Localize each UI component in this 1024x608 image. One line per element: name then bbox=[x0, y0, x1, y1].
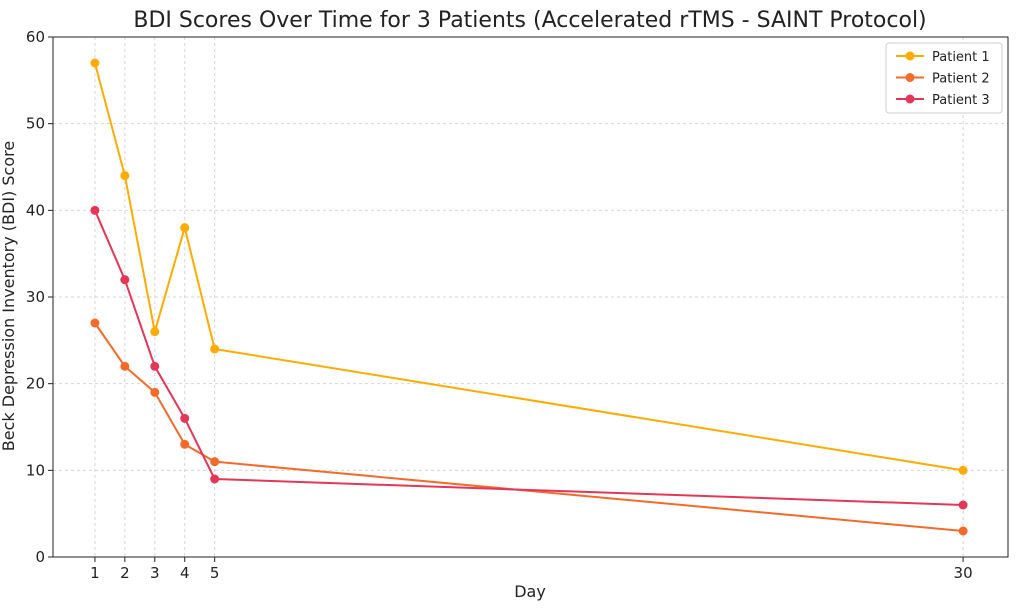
data-point-series-3-5 bbox=[210, 474, 220, 484]
legend-label-2: Patient 2 bbox=[932, 72, 990, 87]
legend-marker-2 bbox=[905, 73, 915, 82]
grid-lines bbox=[53, 36, 1008, 558]
y-tick-label-0: 0 bbox=[35, 548, 45, 566]
series-line-1 bbox=[93, 62, 965, 472]
series-3 bbox=[90, 205, 968, 510]
y-tick-label-4: 40 bbox=[26, 201, 45, 219]
x-axis-label: Day bbox=[514, 582, 546, 601]
legend-label-1: Patient 1 bbox=[932, 50, 990, 65]
data-point-series-1-1 bbox=[90, 58, 100, 68]
y-tick-label-5: 50 bbox=[26, 115, 45, 133]
data-point-series-2-1 bbox=[90, 318, 100, 328]
legend-box bbox=[885, 42, 1003, 114]
x-tick-label-5: 30 bbox=[954, 564, 973, 582]
y-axis-label: Beck Depression Inventory (BDI) Score bbox=[0, 141, 18, 451]
series-line-3 bbox=[93, 209, 965, 506]
x-tick-label-3: 4 bbox=[180, 564, 190, 582]
y-tick-label-2: 20 bbox=[26, 375, 45, 393]
data-point-series-1-3 bbox=[150, 327, 160, 337]
y-tick-label-1: 10 bbox=[26, 461, 45, 479]
legend-marker-1 bbox=[905, 51, 915, 61]
series-line-2 bbox=[93, 322, 965, 532]
data-point-series-1-4 bbox=[180, 223, 190, 233]
x-axis-ticks: 1 2 3 4 5 30 bbox=[90, 557, 973, 582]
y-tick-label-3: 30 bbox=[26, 288, 45, 306]
data-point-series-2-2 bbox=[120, 361, 130, 371]
data-point-series-1-5 bbox=[210, 344, 220, 354]
data-point-series-3-3 bbox=[150, 361, 160, 371]
data-point-series-3-1 bbox=[90, 205, 100, 215]
x-tick-label-0: 1 bbox=[90, 564, 100, 582]
legend: Patient 1 Patient 2 Patient 3 bbox=[885, 42, 1003, 114]
data-point-series-1-2 bbox=[120, 171, 130, 181]
data-point-series-2-6 bbox=[958, 526, 968, 536]
y-tick-label-6: 60 bbox=[26, 28, 45, 46]
x-tick-label-1: 2 bbox=[120, 564, 130, 582]
legend-label-3: Patient 3 bbox=[932, 93, 990, 108]
chart-title: BDI Scores Over Time for 3 Patients (Acc… bbox=[133, 8, 926, 33]
series-2 bbox=[90, 318, 968, 536]
data-point-series-2-5 bbox=[210, 457, 220, 467]
series-layer bbox=[90, 58, 968, 536]
data-point-series-1-6 bbox=[958, 465, 968, 475]
y-axis-ticks: 0 10 20 30 40 50 60 bbox=[26, 28, 53, 566]
x-tick-label-4: 5 bbox=[210, 564, 220, 582]
data-point-series-3-6 bbox=[958, 500, 968, 510]
series-1 bbox=[90, 58, 968, 475]
data-point-series-3-4 bbox=[180, 413, 190, 423]
data-point-series-2-3 bbox=[150, 387, 160, 397]
legend-marker-3 bbox=[905, 94, 915, 104]
data-point-series-3-2 bbox=[120, 275, 130, 285]
data-point-series-2-4 bbox=[180, 439, 190, 449]
x-tick-label-2: 3 bbox=[150, 564, 160, 582]
